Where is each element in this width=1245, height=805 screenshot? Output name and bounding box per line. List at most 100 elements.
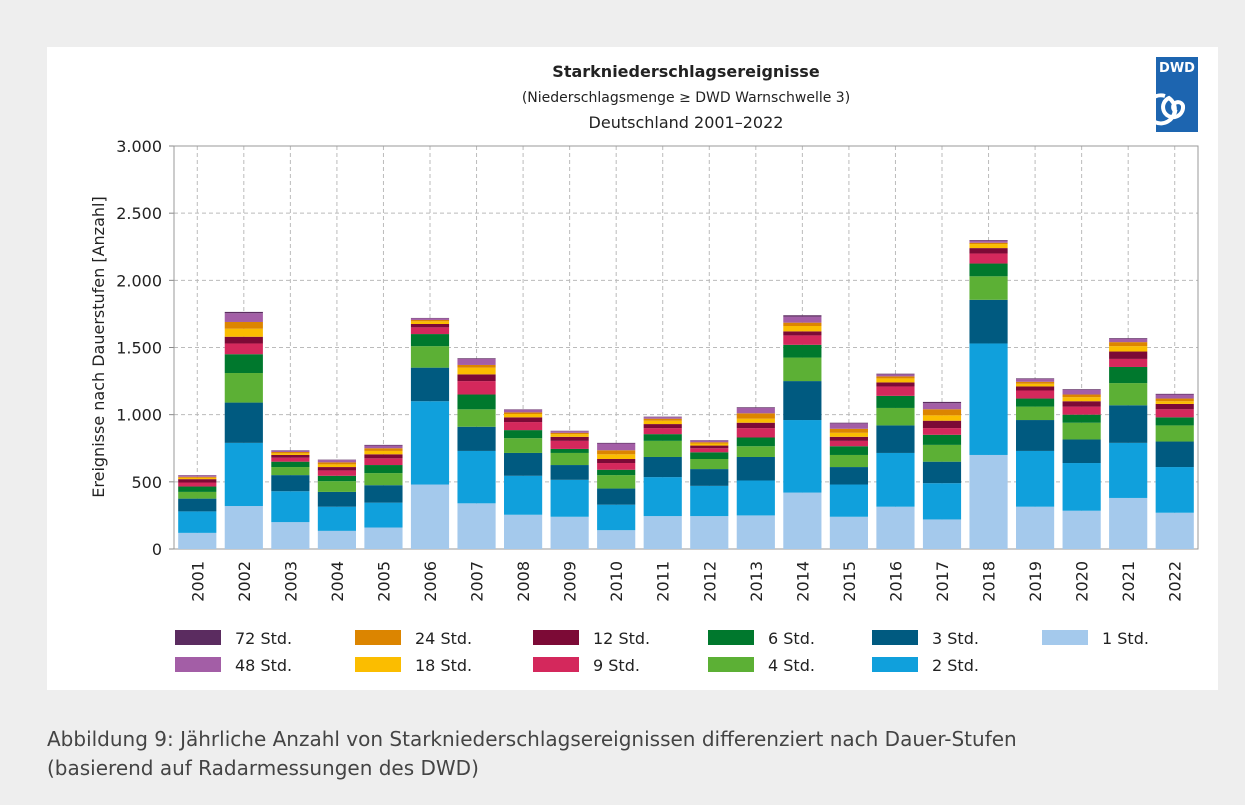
bar-segment <box>1109 405 1148 443</box>
bar-segment <box>1109 497 1148 549</box>
bar-segment <box>1155 467 1194 513</box>
bar-segment <box>1016 383 1055 387</box>
bar-segment <box>736 418 775 423</box>
bar-segment <box>271 522 310 549</box>
bar-segment <box>876 395 915 408</box>
bar-segment <box>1155 425 1194 442</box>
legend-swatch <box>872 657 918 672</box>
x-tick-label: 2007 <box>468 561 487 602</box>
bar-segment <box>457 367 496 375</box>
bar-segment <box>1062 463 1101 511</box>
bar-segment <box>550 432 589 435</box>
bar-segment <box>224 506 263 549</box>
bar-segment <box>224 321 263 329</box>
bar-segment <box>550 479 589 517</box>
bar-segment <box>876 425 915 453</box>
bar-segment <box>690 442 729 444</box>
bar-segment <box>1109 366 1148 384</box>
x-tick-label: 2011 <box>654 561 673 602</box>
bar-segment <box>317 491 356 507</box>
bar-segment <box>829 423 868 429</box>
bar-segment <box>364 465 403 474</box>
bar-segment <box>922 409 962 416</box>
bar-segment <box>457 503 496 549</box>
bar-segment <box>178 511 217 533</box>
bar-segment <box>1016 379 1055 382</box>
bar-segment <box>271 467 310 476</box>
x-tick-label: 2012 <box>700 561 719 602</box>
bar-segment <box>690 469 729 486</box>
bar-segment <box>364 473 403 486</box>
bar-segment <box>969 263 1008 277</box>
legend-swatch <box>708 630 754 645</box>
bar-segment <box>643 418 682 421</box>
bar-segment <box>922 434 962 445</box>
bar-segment <box>1155 398 1194 402</box>
bar-segment <box>1109 342 1148 347</box>
bar-segment <box>829 446 868 455</box>
bar-segment <box>457 381 496 395</box>
bar-segment <box>271 475 310 492</box>
bar-segment <box>504 422 543 431</box>
bar-segment <box>969 454 1008 549</box>
bar-segment <box>783 381 822 421</box>
bar-segment <box>736 407 775 414</box>
bar-segment <box>876 374 915 377</box>
legend-label: 2 Std. <box>932 656 979 675</box>
bar-segment <box>457 450 496 504</box>
bar-segment <box>597 442 636 444</box>
bar-segment <box>1062 414 1101 423</box>
bar-segment <box>1062 406 1101 415</box>
legend-label: 24 Std. <box>415 629 472 648</box>
bar-segment <box>550 516 589 549</box>
logo-swirl <box>1144 93 1186 126</box>
bar-segment <box>1155 409 1194 418</box>
bar-segment <box>317 467 356 471</box>
bar-segment <box>224 328 263 337</box>
bar-segment <box>457 364 496 368</box>
bar-segment <box>364 448 403 451</box>
bar-segment <box>922 519 962 549</box>
bar-segment <box>690 458 729 470</box>
bar-segment <box>550 452 589 466</box>
bar-segment <box>922 461 962 484</box>
bar-segment <box>317 481 356 492</box>
bar-segment <box>504 452 543 476</box>
bar-segment <box>1016 420 1055 451</box>
bar-segment <box>178 479 217 483</box>
bar-segment <box>829 440 868 447</box>
bar-segment <box>178 475 217 477</box>
bar-segment <box>643 434 682 441</box>
bar-segment <box>597 504 636 531</box>
x-tick-label: 2004 <box>328 561 347 602</box>
bar-segment <box>597 530 636 549</box>
bar-segment <box>504 409 543 413</box>
y-tick-label: 1.500 <box>116 339 162 358</box>
x-tick-label: 2022 <box>1166 561 1185 602</box>
bar-segment <box>504 413 543 418</box>
bar-segment <box>736 515 775 549</box>
bar-segment <box>597 450 636 455</box>
bar-segment <box>783 322 822 327</box>
bar-segment <box>457 358 496 365</box>
bar-segment <box>969 242 1008 245</box>
logo-text: DWD <box>1159 61 1195 76</box>
bar-segment <box>410 334 450 347</box>
legend-label: 1 Std. <box>1102 629 1149 648</box>
bar-segment <box>783 326 822 332</box>
bar-segment <box>1155 401 1194 404</box>
x-tick-label: 2008 <box>514 561 533 602</box>
legend-swatch <box>1042 630 1088 645</box>
plot-border <box>173 145 1199 550</box>
bar-segment <box>1062 510 1101 549</box>
bar-segment <box>224 354 263 374</box>
bar-segment <box>224 313 263 322</box>
x-tick-label: 2003 <box>281 561 300 602</box>
bar-segment <box>829 422 868 424</box>
legend-label: 4 Std. <box>768 656 815 675</box>
bar-segment <box>643 424 682 429</box>
bar-segment <box>550 440 589 449</box>
bar-segment <box>1062 422 1101 440</box>
bar-segment <box>457 358 496 359</box>
bar-segment <box>271 453 310 455</box>
